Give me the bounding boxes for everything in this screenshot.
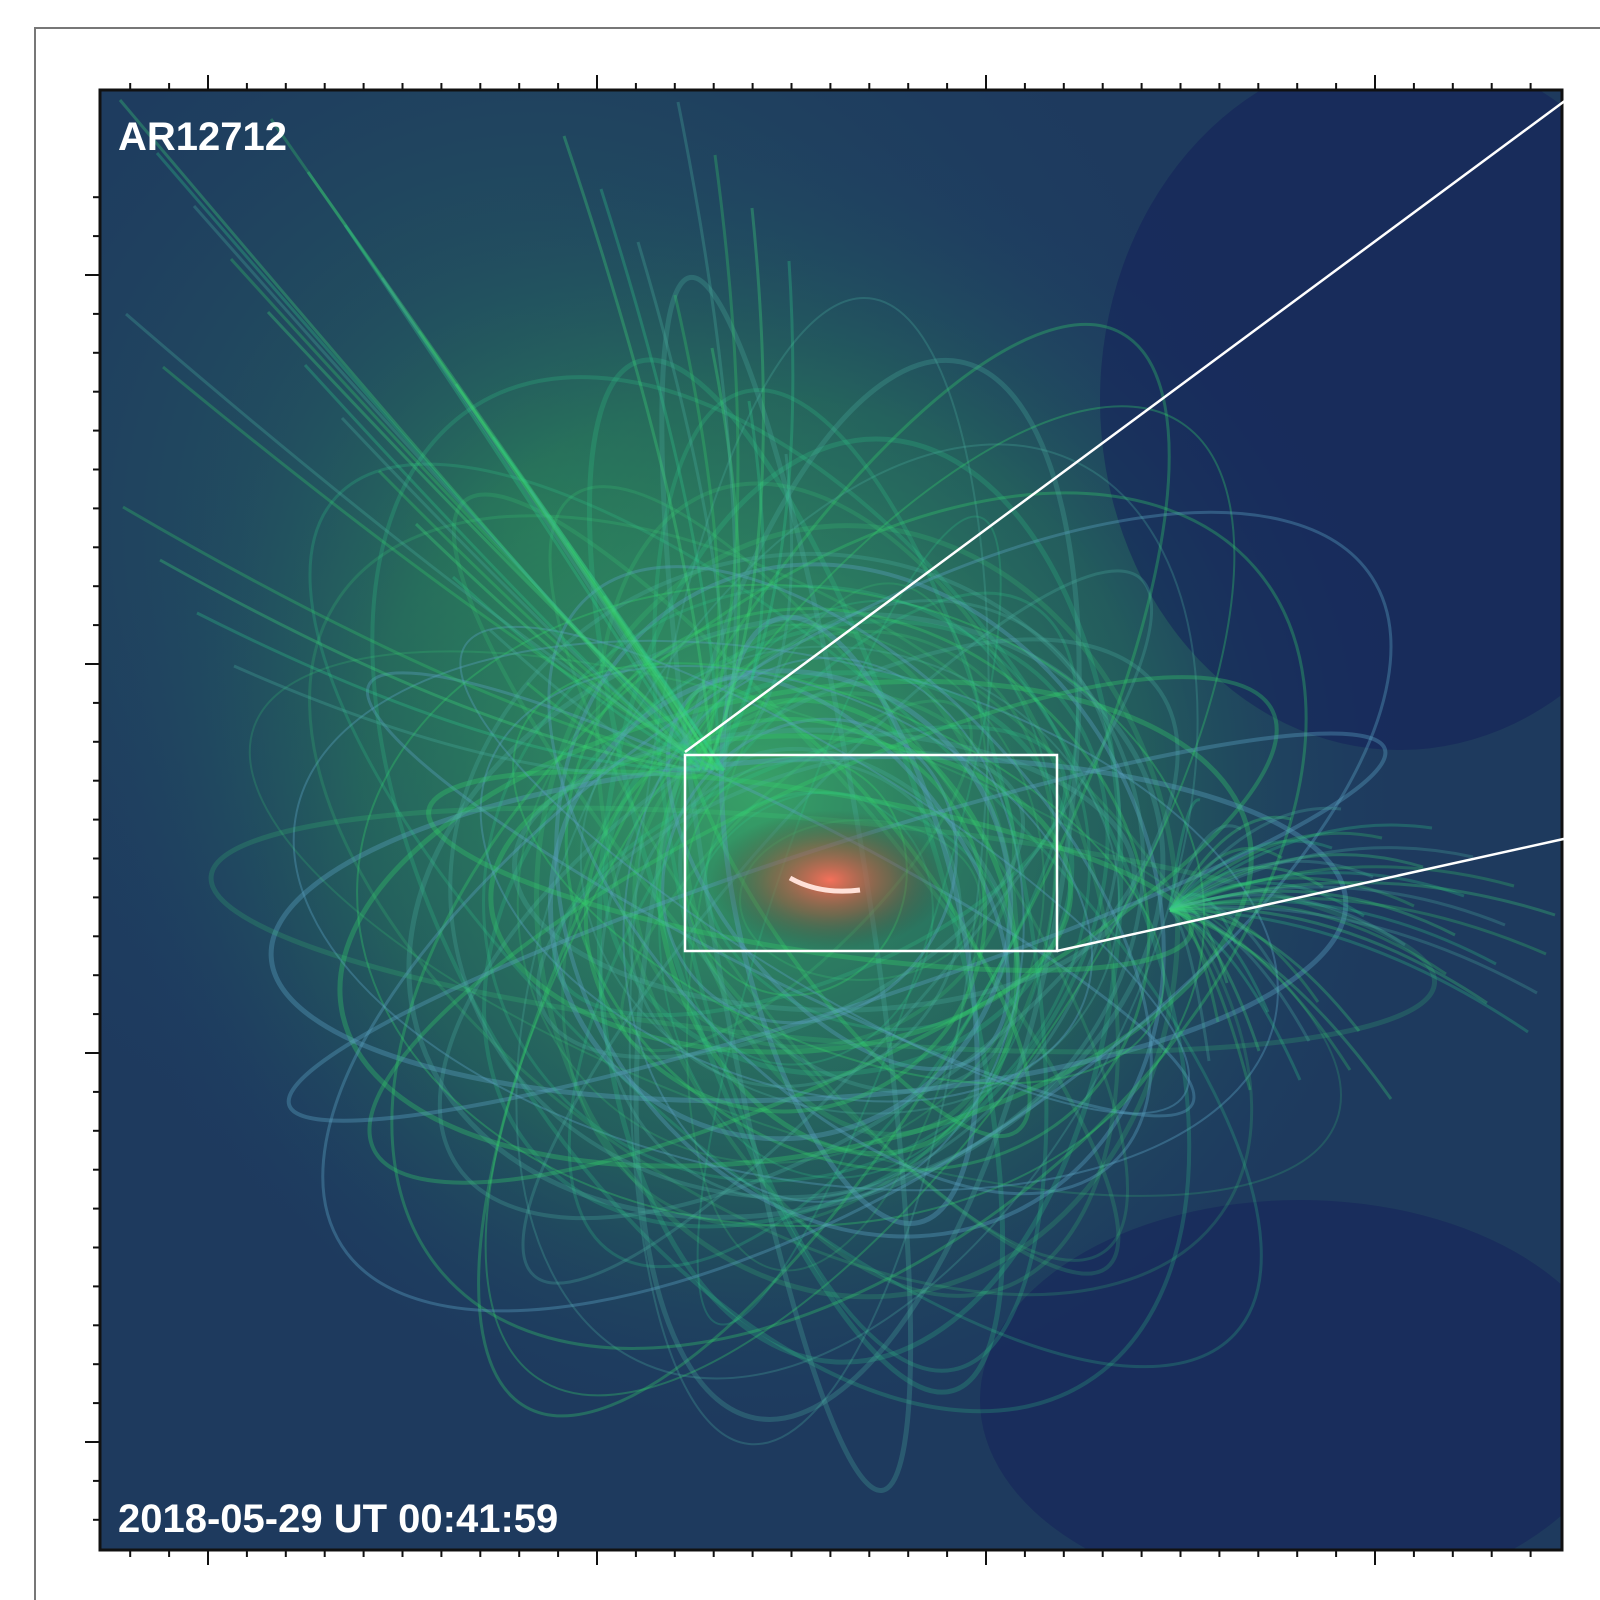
flare-core — [710, 810, 950, 950]
region-label: AR12712 — [118, 115, 287, 159]
page: {"panel": {"label": "AR12712", "timestam… — [0, 0, 1600, 1600]
timestamp: 2018-05-29 UT 00:41:59 — [118, 1497, 558, 1541]
figure: AR12712 2018-05-29 UT 00:41:59 — [0, 0, 1600, 1600]
solar-image — [100, 50, 1600, 1600]
